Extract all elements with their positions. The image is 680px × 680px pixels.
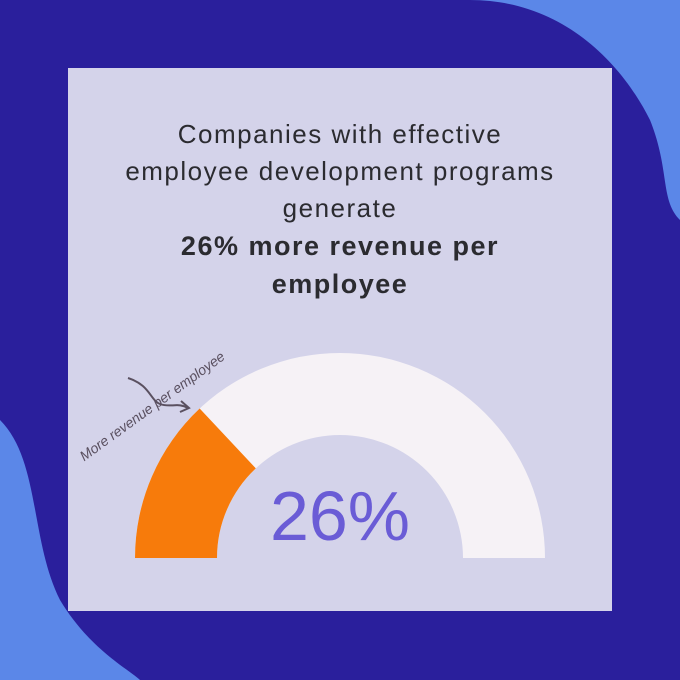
gauge-track [135,352,545,558]
blob [470,0,680,220]
annotation-arrow [127,377,189,409]
title: Companies with effective employee develo… [125,119,555,223]
highlight: 26% more revenue per employee [180,231,500,299]
gauge-fill [135,408,256,558]
annotation-arrow-head [179,400,191,413]
blob [0,420,140,680]
value-label: 26% [270,477,410,555]
heading: Companies with effective employee develo… [120,116,560,303]
